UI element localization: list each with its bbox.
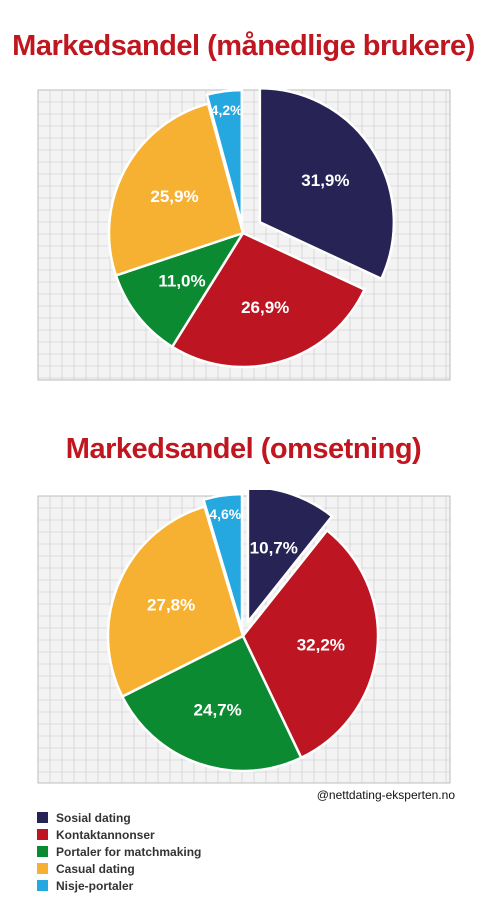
legend-swatch — [37, 812, 48, 823]
chart-title-revenue: Markedsandel (omsetning) — [65, 433, 422, 465]
slice-label-nisje-portaler: 4,2% — [211, 102, 243, 118]
slice-label-kontaktannonser: 26,9% — [241, 298, 289, 317]
pie-slice-sosial-dating — [246, 490, 334, 624]
legend-label: Casual dating — [56, 861, 135, 876]
legend-swatch — [37, 880, 48, 891]
legend-label: Sosial dating — [56, 810, 131, 825]
slice-label-nisje-portaler: 4,6% — [209, 506, 241, 522]
legend-swatch — [37, 863, 48, 874]
legend-item-nisje-portaler: Nisje-portaler — [37, 877, 201, 894]
legend-label: Nisje-portaler — [56, 878, 134, 893]
pie-slice-sosial-dating — [258, 86, 396, 281]
slice-label-casual-dating: 27,8% — [147, 595, 195, 614]
legend-swatch — [37, 829, 48, 840]
legend-item-sosial-dating: Sosial dating — [37, 809, 201, 826]
legend-label: Portaler for matchmaking — [56, 844, 202, 859]
pie-slice-nisje-portaler — [202, 492, 244, 631]
pie-slice-casual-dating — [107, 102, 245, 277]
slice-label-sosial-dating: 31,9% — [301, 171, 349, 190]
pie-slice-portaler-for-matchmaking — [121, 634, 303, 773]
legend-item-kontaktannonser: Kontaktannonser — [37, 826, 201, 843]
legend: Sosial dating Kontaktannonser Portaler f… — [37, 809, 201, 894]
pie-chart-revenue: 10,7% 32,2% 24,7% 27,8% 4,6% — [37, 490, 451, 784]
pie-slice-kontaktannonser — [170, 231, 366, 369]
source-credit: @nettdating-eksperten.no — [316, 788, 455, 802]
pie-chart-monthly-users: 31,9% 26,9% 11,0% 25,9% 4,2% — [37, 86, 451, 381]
slice-label-casual-dating: 25,9% — [150, 187, 198, 206]
pie-slice-nisje-portaler — [205, 88, 244, 226]
slice-label-sosial-dating: 10,7% — [250, 538, 298, 557]
pie-slice-portaler-for-matchmaking — [114, 231, 245, 349]
pie-slice-kontaktannonser — [241, 529, 380, 760]
legend-item-matchmaking: Portaler for matchmaking — [37, 843, 201, 860]
legend-swatch — [37, 846, 48, 857]
slice-label-portaler-for-matchmaking: 11,0% — [158, 272, 205, 291]
chart-title-monthly-users: Markedsandel (månedlige brukere) — [12, 30, 475, 62]
slice-label-portaler-for-matchmaking: 24,7% — [194, 701, 242, 720]
slice-label-kontaktannonser: 32,2% — [297, 635, 345, 654]
pie-slice-casual-dating — [106, 505, 245, 698]
legend-label: Kontaktannonser — [56, 827, 155, 842]
legend-item-casual-dating: Casual dating — [37, 860, 201, 877]
